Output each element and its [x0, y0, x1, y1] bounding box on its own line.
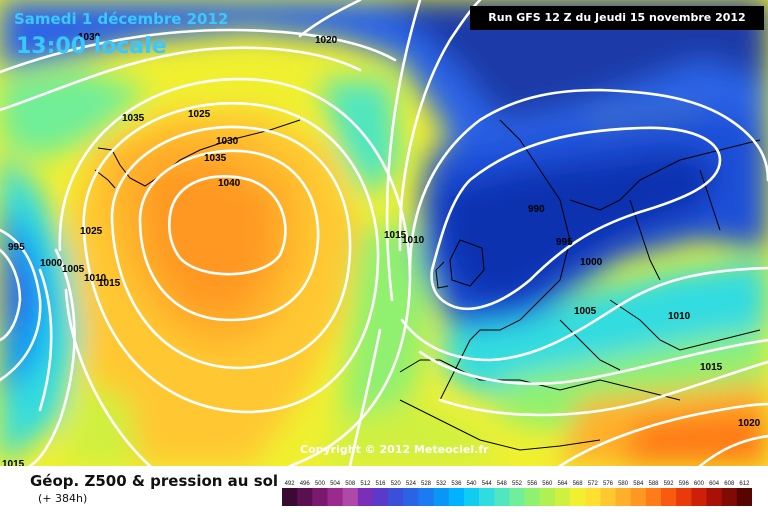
geopotential-map: 1030 1020 1035 1025 1030 1035 1040 995 1…	[0, 0, 768, 466]
scale-tick-label: 592	[664, 481, 675, 487]
scale-swatch	[433, 488, 450, 506]
isobar-label: 1000	[40, 258, 63, 269]
scale-tick-label: 588	[648, 481, 659, 487]
scale-swatch	[570, 488, 586, 506]
scale-swatch	[554, 488, 571, 506]
scale-swatch	[630, 488, 647, 506]
scale-tick-label: 612	[739, 481, 750, 487]
isobar-label: 1025	[188, 109, 211, 120]
scale-swatch	[297, 488, 313, 506]
isobar-label: 1030	[216, 136, 239, 147]
scale-swatch	[676, 488, 692, 506]
scale-swatch	[388, 488, 404, 506]
scale-tick-label: 580	[618, 481, 629, 487]
scale-swatch	[403, 488, 419, 506]
scale-swatch	[645, 488, 662, 506]
isobar-label: 1015	[98, 278, 121, 289]
isobar-label: 995	[8, 242, 25, 253]
scale-swatch	[494, 488, 510, 506]
isobar-label: 1035	[204, 153, 227, 164]
isobar-label: 1005	[574, 306, 597, 317]
scale-swatch	[373, 488, 389, 506]
forecast-local-time: 13:00 locale	[16, 34, 167, 59]
scale-swatch	[585, 488, 601, 506]
scale-tick-label: 532	[436, 481, 447, 487]
isobar-label: 1005	[62, 264, 85, 275]
isobar-label: 1010	[84, 273, 107, 284]
scale-swatch	[539, 488, 556, 506]
isobar-label: 1010	[668, 311, 691, 322]
scale-swatch	[524, 488, 541, 506]
scale-tick-label: 536	[451, 481, 462, 487]
scale-swatch	[721, 488, 738, 506]
isobar-label: 1015	[700, 362, 723, 373]
scale-tick-label: 564	[557, 481, 568, 487]
scale-tick-label: 508	[345, 481, 356, 487]
scale-tick-label: 520	[391, 481, 402, 487]
scale-swatch	[600, 488, 616, 506]
scale-tick-label: 500	[315, 481, 326, 487]
legend-title: Géop. Z500 & pression au sol	[30, 472, 279, 490]
isobar-label: 995	[556, 237, 573, 248]
scale-swatch	[418, 488, 434, 506]
scale-swatch	[327, 488, 343, 506]
scale-tick-label: 552	[512, 481, 523, 487]
isobar-label: 1025	[80, 226, 103, 237]
scale-tick-label: 568	[573, 481, 584, 487]
scale-tick-label: 600	[694, 481, 705, 487]
scale-swatch	[463, 488, 480, 506]
scale-tick-label: 492	[285, 481, 296, 487]
scale-tick-label: 524	[406, 481, 417, 487]
scale-swatch	[615, 488, 631, 506]
isobar-label: 1040	[218, 178, 241, 189]
scale-tick-label: 540	[466, 481, 477, 487]
isobar-label: 1010	[402, 235, 425, 246]
scale-swatch	[509, 488, 525, 506]
scale-tick-label: 608	[724, 481, 735, 487]
isobar-label: 990	[528, 204, 545, 215]
scale-swatch	[736, 488, 752, 506]
scale-tick-label: 504	[330, 481, 341, 487]
scale-swatch	[448, 488, 465, 506]
scale-tick-label: 548	[497, 481, 508, 487]
scale-swatch	[312, 488, 328, 506]
isobar-label: 1000	[580, 257, 603, 268]
isobar-label: 1020	[738, 418, 761, 429]
scale-tick-label: 516	[375, 481, 386, 487]
color-scale: 492 496 500 504 508 512 516 520 524 528 532 536 540 5…	[282, 481, 752, 506]
scale-tick-label: 604	[709, 481, 720, 487]
scale-swatch	[357, 488, 374, 506]
legend-subtitle: (+ 384h)	[38, 492, 88, 505]
scale-tick-label: 512	[360, 481, 371, 487]
isobar-label: 1035	[122, 113, 145, 124]
scale-tick-label: 556	[527, 481, 538, 487]
scale-tick-label: 496	[300, 481, 311, 487]
isobar-label: 1020	[315, 35, 338, 46]
copyright: Copyright © 2012 Meteociel.fr	[300, 443, 489, 456]
isobar-labels: 1030 1020 1035 1025 1030 1035 1040 995 1…	[2, 32, 761, 466]
scale-tick-label: 596	[679, 481, 690, 487]
scale-tick-label: 528	[421, 481, 432, 487]
scale-swatch	[706, 488, 722, 506]
scale-swatch	[282, 488, 298, 506]
isobar-label: 1030	[78, 32, 101, 43]
forecast-date: Samedi 1 décembre 2012	[14, 10, 229, 28]
run-info: Run GFS 12 Z du Jeudi 15 novembre 2012	[470, 6, 764, 30]
scale-swatch	[691, 488, 707, 506]
isobar-label: 1015	[384, 230, 407, 241]
scale-tick-label: 544	[482, 481, 493, 487]
scale-tick-label: 584	[633, 481, 644, 487]
isobar-label: 1015	[2, 459, 25, 466]
scale-tick-label: 576	[603, 481, 614, 487]
scale-swatch	[342, 488, 359, 506]
scale-tick-label: 572	[588, 481, 599, 487]
scale-tick-label: 560	[542, 481, 553, 487]
scale-swatch	[661, 488, 677, 506]
scale-swatch	[479, 488, 495, 506]
isobars	[0, 0, 768, 466]
